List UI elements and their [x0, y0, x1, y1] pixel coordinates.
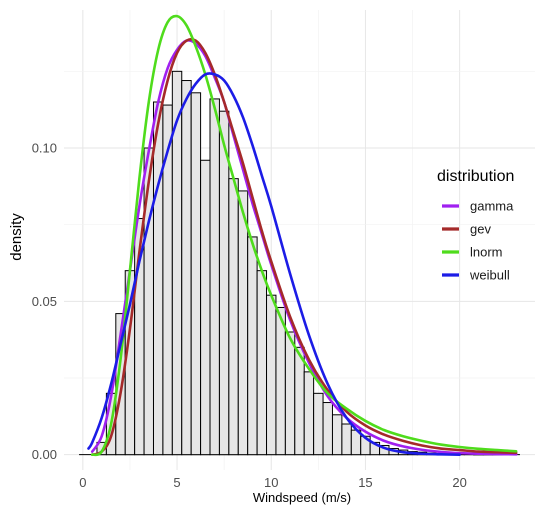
legend-title: distribution: [437, 168, 514, 185]
curve-lnorm: [90, 14, 518, 457]
x-tick-label: 15: [358, 475, 372, 490]
density-curves: [87, 14, 518, 457]
histogram-bars: [79, 70, 520, 456]
legend: distribution gamma gev lnorm weibull: [437, 168, 514, 283]
legend-label-lnorm: lnorm: [470, 245, 503, 260]
histogram-bar: [313, 392, 324, 456]
y-axis-title: density: [8, 213, 25, 261]
histogram-bar: [247, 236, 258, 456]
histogram-bar: [143, 147, 154, 456]
tick-labels: 0 5 10 15 20 0.00 0.05 0.10: [32, 141, 467, 491]
histogram-bar: [190, 92, 202, 456]
curve-gamma: [90, 39, 518, 456]
curve-gev: [90, 37, 518, 456]
legend-label-gev: gev: [470, 222, 491, 237]
y-tick-label: 0.00: [32, 447, 57, 462]
histogram-bar: [237, 190, 249, 456]
histogram-bar: [256, 270, 268, 456]
x-tick-label: 5: [173, 475, 180, 490]
y-tick-label: 0.05: [32, 294, 57, 309]
legend-label-weibull: weibull: [469, 268, 510, 283]
histogram-bar: [275, 306, 286, 456]
histogram-bar: [303, 371, 315, 456]
histogram-bar: [181, 80, 192, 456]
legend-items: gamma gev lnorm weibull: [442, 199, 514, 283]
x-axis-title: Windspeed (m/s): [253, 490, 351, 505]
curve-weibull: [87, 72, 461, 456]
histogram-bar: [322, 402, 333, 456]
histogram-bar: [152, 101, 164, 456]
histogram-bar: [200, 159, 211, 456]
histogram-bar: [218, 110, 230, 456]
legend-label-gamma: gamma: [470, 199, 514, 214]
histogram-bar: [341, 423, 352, 456]
x-tick-label: 20: [452, 475, 466, 490]
histogram-bar: [228, 178, 239, 456]
histogram-bar: [266, 294, 277, 456]
y-tick-label: 0.10: [32, 141, 57, 156]
histogram-bar: [209, 98, 220, 456]
histogram-bar: [162, 104, 173, 456]
histogram-bar: [331, 414, 343, 456]
x-tick-label: 10: [264, 475, 278, 490]
histogram-bar: [284, 331, 296, 456]
histogram-bar: [294, 346, 305, 456]
x-tick-label: 0: [79, 475, 86, 490]
